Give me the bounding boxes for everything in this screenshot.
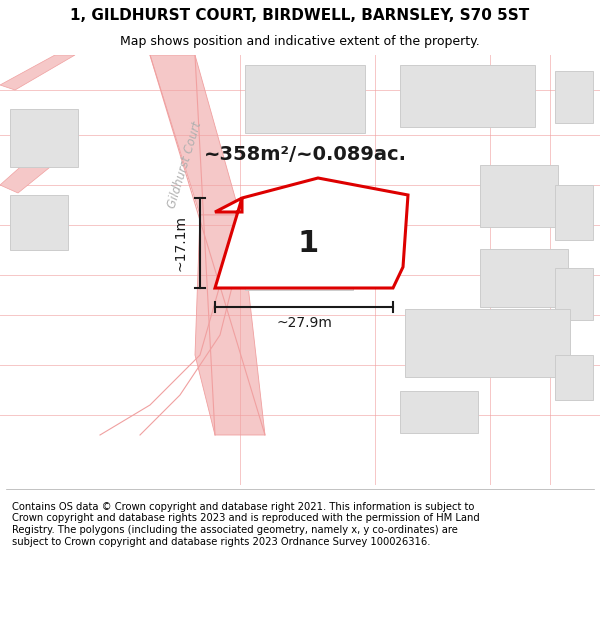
Bar (10, 195, 68, 250)
Polygon shape (150, 55, 240, 215)
Text: Map shows position and indicative extent of the property.: Map shows position and indicative extent… (120, 35, 480, 48)
Bar (555, 71, 593, 123)
Bar (555, 268, 593, 320)
Bar (480, 249, 568, 307)
Bar (555, 185, 593, 240)
Bar (400, 65, 535, 127)
Bar (555, 355, 593, 400)
Bar (400, 391, 478, 433)
Text: ~27.9m: ~27.9m (276, 316, 332, 330)
Polygon shape (195, 215, 265, 435)
Bar (405, 309, 570, 377)
Bar (245, 242, 353, 290)
Text: 1, GILDHURST COURT, BIRDWELL, BARNSLEY, S70 5ST: 1, GILDHURST COURT, BIRDWELL, BARNSLEY, … (70, 8, 530, 23)
Polygon shape (215, 178, 408, 288)
Polygon shape (0, 55, 75, 90)
Text: ~17.1m: ~17.1m (173, 215, 187, 271)
Bar (245, 65, 365, 133)
Text: ~358m²/~0.089ac.: ~358m²/~0.089ac. (203, 146, 407, 164)
Text: 1: 1 (298, 229, 319, 258)
Bar (10, 109, 78, 167)
Bar (480, 165, 558, 227)
Text: Contains OS data © Crown copyright and database right 2021. This information is : Contains OS data © Crown copyright and d… (12, 502, 480, 547)
Polygon shape (0, 145, 65, 193)
Text: Gildhurst Court: Gildhurst Court (166, 120, 205, 210)
